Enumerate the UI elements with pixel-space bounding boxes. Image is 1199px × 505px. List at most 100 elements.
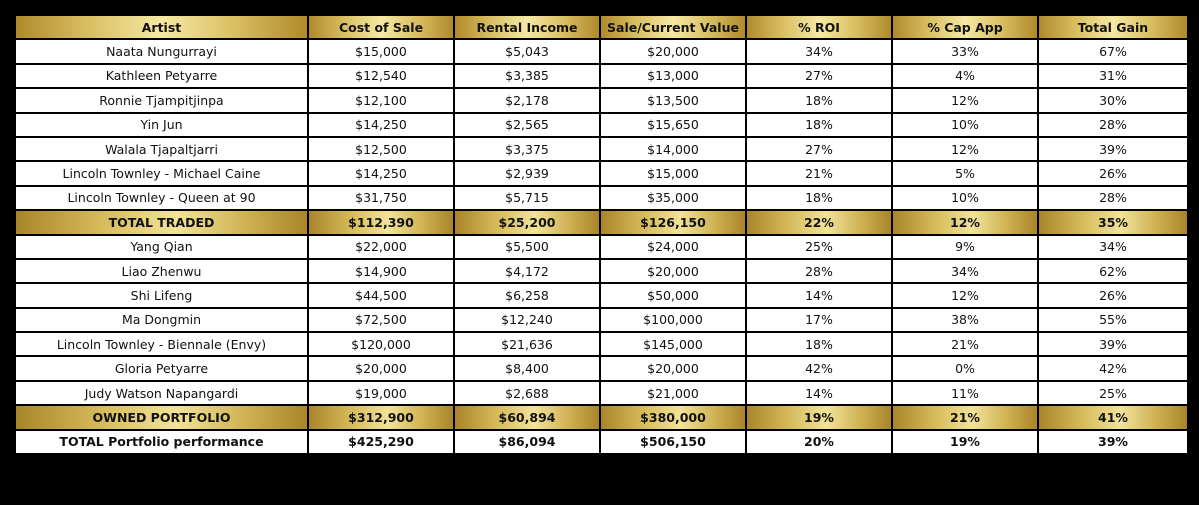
value-cell: 19% bbox=[745, 404, 893, 431]
column-header: % Cap App bbox=[891, 13, 1039, 41]
value-cell: 25% bbox=[745, 233, 893, 260]
value-cell: 25% bbox=[1037, 379, 1189, 407]
data-row: Naata Nungurrayi $15,000 $5,043 $20,000 34% 3… bbox=[14, 38, 1189, 65]
value-cell: $86,094 bbox=[453, 428, 601, 456]
artist-cell: Walala Tjapaltjarri bbox=[14, 135, 309, 163]
value-cell: $100,000 bbox=[599, 306, 747, 334]
value-cell: $12,500 bbox=[307, 135, 455, 163]
artist-cell: Kathleen Petyarre bbox=[14, 62, 309, 90]
value-cell: $25,200 bbox=[453, 209, 601, 236]
value-cell: 39% bbox=[1037, 428, 1189, 456]
value-cell: $2,688 bbox=[453, 379, 601, 407]
value-cell: $2,939 bbox=[453, 160, 601, 187]
value-cell: 10% bbox=[891, 184, 1039, 212]
value-cell: 38% bbox=[891, 306, 1039, 334]
data-row: Gloria Petyarre $20,000 $8,400 $20,000 42% 0%… bbox=[14, 355, 1189, 382]
data-row: Lincoln Townley - Biennale (Envy) $120,00… bbox=[14, 331, 1189, 358]
value-cell: $506,150 bbox=[599, 428, 747, 456]
value-cell: $20,000 bbox=[599, 355, 747, 382]
value-cell: $2,565 bbox=[453, 111, 601, 138]
value-cell: 62% bbox=[1037, 257, 1189, 285]
value-cell: 35% bbox=[1037, 209, 1189, 236]
value-cell: $3,385 bbox=[453, 62, 601, 90]
value-cell: 20% bbox=[745, 428, 893, 456]
value-cell: 18% bbox=[745, 184, 893, 212]
value-cell: $4,172 bbox=[453, 257, 601, 285]
data-row: Kathleen Petyarre $12,540 $3,385 $13,000 27%… bbox=[14, 62, 1189, 90]
value-cell: $6,258 bbox=[453, 282, 601, 309]
column-header: Rental Income bbox=[453, 13, 601, 41]
artist-cell: Lincoln Townley - Biennale (Envy) bbox=[14, 331, 309, 358]
value-cell: 12% bbox=[891, 135, 1039, 163]
column-header: % ROI bbox=[745, 13, 893, 41]
value-cell: $20,000 bbox=[599, 38, 747, 65]
value-cell: 18% bbox=[745, 331, 893, 358]
value-cell: $12,540 bbox=[307, 62, 455, 90]
data-row: Walala Tjapaltjarri $12,500 $3,375 $14,000 2… bbox=[14, 135, 1189, 163]
value-cell: $20,000 bbox=[599, 257, 747, 285]
value-cell: 39% bbox=[1037, 331, 1189, 358]
value-cell: $15,000 bbox=[599, 160, 747, 187]
value-cell: $72,500 bbox=[307, 306, 455, 334]
artist-cell: Gloria Petyarre bbox=[14, 355, 309, 382]
value-cell: $3,375 bbox=[453, 135, 601, 163]
value-cell: $126,150 bbox=[599, 209, 747, 236]
value-cell: 12% bbox=[891, 209, 1039, 236]
artist-cell: Judy Watson Napangardi bbox=[14, 379, 309, 407]
data-row: Shi Lifeng $44,500 $6,258 $50,000 14% 12% 26% bbox=[14, 282, 1189, 309]
value-cell: $112,390 bbox=[307, 209, 455, 236]
value-cell: 22% bbox=[745, 209, 893, 236]
value-cell: 28% bbox=[745, 257, 893, 285]
value-cell: 30% bbox=[1037, 87, 1189, 114]
value-cell: 0% bbox=[891, 355, 1039, 382]
column-header: Sale/Current Value bbox=[599, 13, 747, 41]
value-cell: 33% bbox=[891, 38, 1039, 65]
artist-cell: Yin Jun bbox=[14, 111, 309, 138]
summary-row: TOTAL Portfolio performance $425,290 $86,0… bbox=[14, 428, 1189, 456]
artist-cell: Liao Zhenwu bbox=[14, 257, 309, 285]
data-row: Ronnie Tjampitjinpa $12,100 $2,178 $13,500 1… bbox=[14, 87, 1189, 114]
value-cell: 27% bbox=[745, 62, 893, 90]
artist-cell: TOTAL Portfolio performance bbox=[14, 428, 309, 456]
value-cell: $21,000 bbox=[599, 379, 747, 407]
value-cell: $60,894 bbox=[453, 404, 601, 431]
value-cell: 34% bbox=[745, 38, 893, 65]
value-cell: $312,900 bbox=[307, 404, 455, 431]
value-cell: $8,400 bbox=[453, 355, 601, 382]
value-cell: $14,000 bbox=[599, 135, 747, 163]
value-cell: 5% bbox=[891, 160, 1039, 187]
summary-row: OWNED PORTFOLIO $312,900 $60,894 $380,000 19… bbox=[14, 404, 1189, 431]
value-cell: 28% bbox=[1037, 184, 1189, 212]
value-cell: $50,000 bbox=[599, 282, 747, 309]
value-cell: 42% bbox=[745, 355, 893, 382]
artist-cell: Naata Nungurrayi bbox=[14, 38, 309, 65]
column-header: Cost of Sale bbox=[307, 13, 455, 41]
value-cell: $24,000 bbox=[599, 233, 747, 260]
value-cell: $5,715 bbox=[453, 184, 601, 212]
value-cell: 26% bbox=[1037, 160, 1189, 187]
value-cell: 27% bbox=[745, 135, 893, 163]
artist-cell: Yang Qian bbox=[14, 233, 309, 260]
value-cell: $14,250 bbox=[307, 160, 455, 187]
value-cell: 10% bbox=[891, 111, 1039, 138]
table-header: Artist Cost of Sale Rental Income Sale/Curr… bbox=[14, 13, 1189, 41]
value-cell: 12% bbox=[891, 282, 1039, 309]
value-cell: 67% bbox=[1037, 38, 1189, 65]
value-cell: $21,636 bbox=[453, 331, 601, 358]
data-row: Lincoln Townley - Queen at 90 $31,750 $5,7… bbox=[14, 184, 1189, 212]
artist-cell: Lincoln Townley - Michael Caine bbox=[14, 160, 309, 187]
value-cell: $44,500 bbox=[307, 282, 455, 309]
value-cell: 14% bbox=[745, 282, 893, 309]
value-cell: $120,000 bbox=[307, 331, 455, 358]
value-cell: 18% bbox=[745, 87, 893, 114]
artist-cell: Lincoln Townley - Queen at 90 bbox=[14, 184, 309, 212]
value-cell: $14,900 bbox=[307, 257, 455, 285]
table-body: Naata Nungurrayi $15,000 $5,043 $20,000 34% 3… bbox=[14, 38, 1189, 456]
value-cell: $5,500 bbox=[453, 233, 601, 260]
value-cell: $14,250 bbox=[307, 111, 455, 138]
value-cell: 21% bbox=[745, 160, 893, 187]
value-cell: 34% bbox=[1037, 233, 1189, 260]
value-cell: $2,178 bbox=[453, 87, 601, 114]
value-cell: $31,750 bbox=[307, 184, 455, 212]
column-header: Artist bbox=[14, 13, 309, 41]
